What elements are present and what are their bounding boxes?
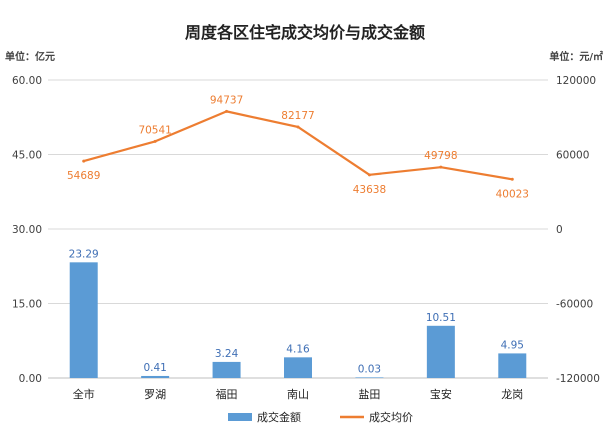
line-value-label: 70541 [138, 124, 171, 136]
line-point [439, 165, 443, 169]
x-tick-label: 龙岗 [501, 388, 523, 401]
right-tick-label: -60000 [556, 299, 593, 311]
bar [355, 377, 384, 378]
left-tick-label: 45.00 [12, 150, 42, 162]
left-tick-label: 0.00 [19, 373, 42, 385]
line-value-label: 49798 [424, 150, 457, 162]
bar-value-label: 0.03 [358, 363, 381, 375]
x-tick-label: 全市 [73, 387, 95, 401]
bar [141, 375, 170, 378]
left-tick-label: 60.00 [12, 75, 42, 87]
bar-value-label: 4.16 [286, 343, 310, 355]
line-value-label: 94737 [210, 94, 243, 106]
bar [212, 361, 241, 378]
chart-title: 周度各区住宅成交均价与成交金额 [185, 23, 425, 42]
line-point [510, 177, 514, 181]
right-tick-label: 60000 [556, 150, 589, 162]
line-point [367, 173, 371, 177]
line-value-label: 40023 [496, 188, 529, 200]
line-point [153, 139, 157, 143]
right-tick-label: -120000 [556, 373, 600, 385]
left-tick-label: 30.00 [12, 224, 42, 236]
left-tick-label: 15.00 [12, 299, 42, 311]
bar [426, 325, 455, 378]
x-tick-label: 宝安 [430, 387, 452, 401]
bar-series [69, 262, 527, 378]
left-axis-unit: 单位：亿元 [5, 50, 55, 63]
x-tick-label: 福田 [216, 387, 238, 401]
line-value-label: 82177 [281, 110, 314, 122]
grid-lines [48, 79, 548, 379]
line-point [296, 125, 300, 129]
x-tick-label: 盐田 [358, 388, 380, 401]
line-point [225, 109, 229, 113]
legend-swatch-amount [228, 413, 252, 421]
bar-value-label: 10.51 [426, 312, 456, 324]
data-labels: 23.29 0.41 3.24 4.16 0.03 10.51 4.95 54689 70541… [67, 94, 529, 375]
line-value-label: 43638 [353, 184, 386, 196]
bar [69, 262, 98, 378]
bar [498, 353, 527, 378]
bar [284, 357, 312, 378]
x-tick-label: 南山 [287, 388, 309, 401]
bar-value-label: 3.24 [215, 348, 239, 360]
line-value-label: 54689 [67, 170, 100, 182]
legend-label-price: 成交均价 [369, 410, 413, 424]
line-point [82, 159, 86, 163]
right-tick-label: 120000 [556, 75, 596, 87]
legend-label-amount: 成交金额 [257, 410, 301, 424]
bar-value-label: 4.95 [501, 339, 524, 351]
axis-labels: 0.00 15.00 30.00 45.00 60.00 -120000 -60000 0 60… [12, 75, 600, 401]
bar-value-label: 23.29 [69, 248, 99, 260]
right-axis-unit: 单位：元/㎡ [549, 50, 603, 63]
x-tick-label: 罗湖 [144, 388, 166, 401]
bar-value-label: 0.41 [143, 362, 166, 374]
line-series [82, 109, 514, 181]
legend: 成交金额 成交均价 [228, 410, 413, 424]
right-tick-label: 0 [556, 224, 563, 236]
